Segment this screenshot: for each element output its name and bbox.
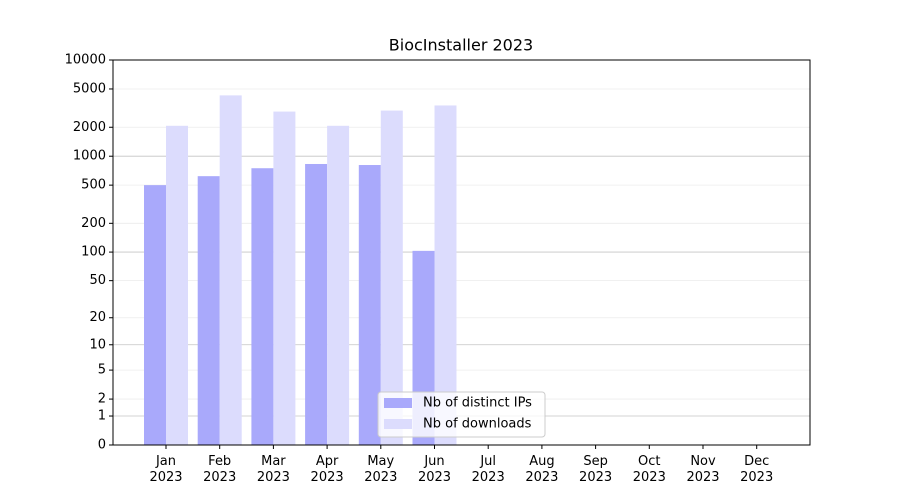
y-tick-label: 100	[81, 245, 106, 260]
y-tick-label: 1000	[73, 149, 106, 164]
bar	[197, 176, 220, 445]
y-tick-label: 0	[98, 438, 106, 453]
x-tick-label: Jul 2023	[472, 454, 505, 485]
bar	[434, 105, 457, 445]
legend-swatch	[384, 398, 412, 408]
x-tick-label: Feb 2023	[203, 454, 236, 485]
y-tick-label: 50	[89, 273, 106, 288]
bar	[273, 111, 296, 446]
bar	[251, 168, 274, 445]
legend-box	[377, 391, 546, 438]
bar	[380, 110, 403, 446]
x-tick-label: Oct 2023	[633, 454, 666, 485]
y-tick-label: 20	[89, 310, 106, 325]
x-tick-label: Sep 2023	[579, 454, 612, 485]
bar	[327, 125, 350, 445]
x-tick-label: Apr 2023	[311, 454, 344, 485]
plot-frame	[112, 59, 811, 446]
x-tick-label: Aug 2023	[525, 454, 558, 485]
y-tick-label: 2	[98, 392, 106, 407]
legend-label: Nb of downloads	[423, 417, 532, 432]
bar	[358, 165, 381, 446]
x-tick-label: May 2023	[364, 454, 397, 485]
bar	[166, 125, 188, 445]
x-tick-label: Jun 2023	[418, 454, 451, 485]
chart-title: BiocInstaller 2023	[389, 36, 533, 55]
bar	[219, 95, 242, 445]
x-tick-label: Nov 2023	[686, 454, 719, 485]
x-tick-label: Dec 2023	[740, 454, 773, 485]
x-tick-label: Mar 2023	[257, 454, 290, 485]
y-tick-label: 500	[81, 178, 106, 193]
x-tick-label: Jan 2023	[149, 454, 182, 485]
legend-swatch	[384, 419, 412, 429]
bar	[144, 185, 166, 445]
y-tick-label: 5	[98, 363, 106, 378]
y-tick-label: 5000	[73, 81, 106, 96]
y-tick-label: 1	[98, 409, 106, 424]
y-tick-label: 200	[81, 216, 106, 231]
legend-label: Nb of distinct IPs	[423, 396, 532, 411]
y-tick-label: 10	[89, 337, 106, 352]
y-tick-label: 10000	[65, 53, 106, 68]
y-tick-label: 2000	[73, 120, 106, 135]
bar	[305, 163, 328, 445]
